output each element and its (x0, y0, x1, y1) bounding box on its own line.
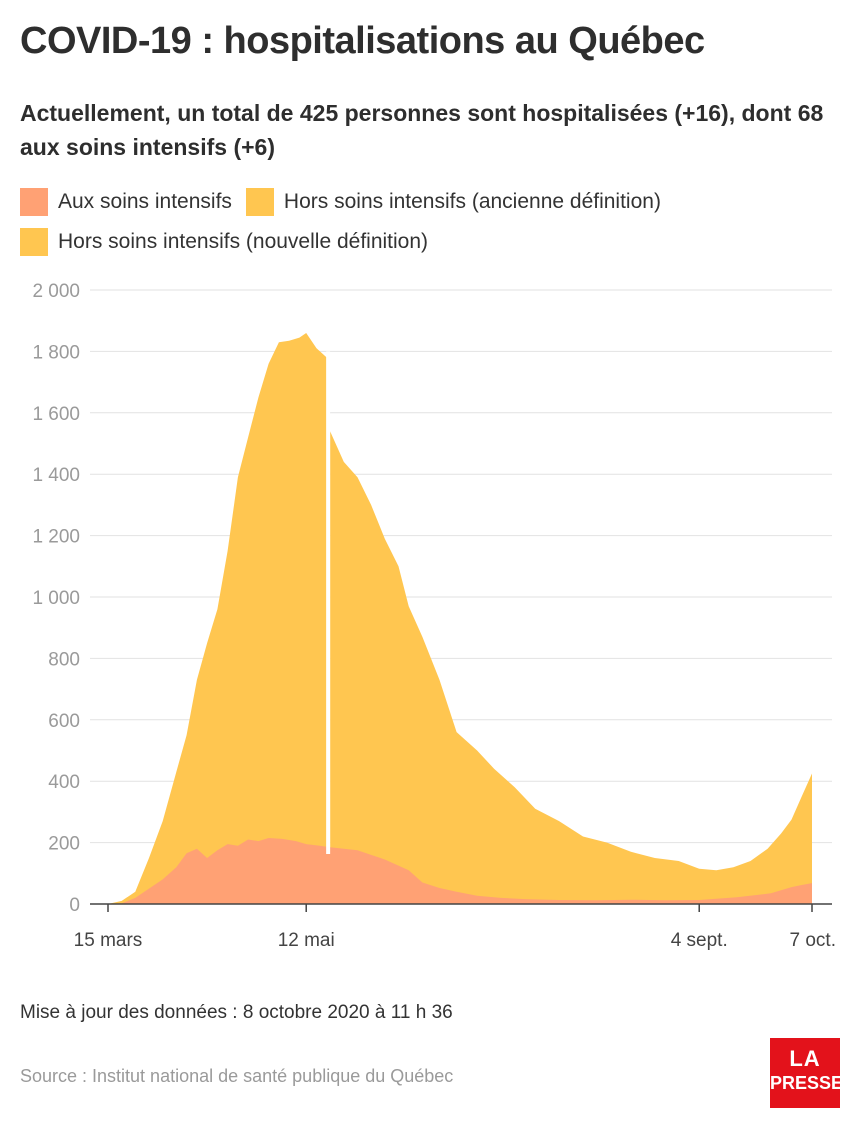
y-tick-label: 800 (48, 649, 80, 670)
legend-row: Hors soins intensifs (nouvelle définitio… (20, 222, 840, 262)
legend-swatch-soins-intensifs (20, 188, 48, 216)
x-axis: 15 mars 12 mai 4 sept. 7 oct. (74, 903, 836, 951)
y-axis-tick-labels: 0 200 400 600 800 1 000 1 200 1 400 1 600 1 800 2 … (32, 281, 80, 916)
y-tick-label: 1 800 (32, 342, 80, 363)
legend-swatch-hors-ancienne (245, 188, 274, 216)
update-note: Mise à jour des données : 8 octobre 2020… (20, 1002, 453, 1023)
y-tick-label: 200 (48, 834, 80, 855)
y-tick-label: 1 400 (32, 465, 80, 486)
hospitalisations-chart: 0 200 400 600 800 1 000 1 200 1 400 1 600 1 800 2 … (32, 281, 836, 951)
y-tick-label: 600 (48, 711, 80, 732)
chart-subtitle: Actuellement, un total de 425 personnes … (20, 100, 824, 160)
y-tick-label: 1 000 (32, 588, 80, 609)
source-note: Source : Institut national de santé publ… (20, 1066, 454, 1086)
y-tick-label: 1 600 (32, 404, 80, 425)
y-tick-label: 0 (69, 895, 80, 916)
x-tick-label: 7 oct. (790, 930, 836, 951)
legend-item-soins-intensifs: Aux soins intensifs (20, 188, 232, 216)
legend-swatch-hors-nouvelle (20, 228, 48, 256)
chart-areas (108, 333, 812, 904)
x-tick-label: 12 mai (278, 930, 335, 951)
legend-row: Aux soins intensifs Hors soins intensifs… (20, 182, 840, 222)
x-tick-label: 15 mars (74, 930, 143, 951)
legend-label-soins-intensifs: Aux soins intensifs (58, 190, 232, 213)
legend-label-hors-nouvelle: Hors soins intensifs (nouvelle définitio… (58, 230, 429, 253)
legend-item-hors-ancienne: Hors soins intensifs (ancienne définitio… (245, 188, 661, 216)
legend-item-hors-nouvelle: Hors soins intensifs (nouvelle définitio… (20, 228, 428, 256)
chart-title: COVID-19 : hospitalisations au Québec (20, 20, 705, 62)
logo-text-presse: PRESSE (770, 1073, 844, 1093)
x-tick-label: 4 sept. (671, 930, 728, 951)
area-soins-intensifs (108, 838, 812, 904)
area-hors-soins-ancienne (108, 333, 327, 904)
definition-change-marker (326, 351, 331, 854)
y-tick-label: 1 200 (32, 527, 80, 548)
legend-label-hors-ancienne: Hors soins intensifs (ancienne définitio… (283, 190, 661, 213)
y-tick-label: 400 (48, 772, 80, 793)
legend: Aux soins intensifs Hors soins intensifs… (20, 182, 840, 262)
la-presse-logo: LA PRESSE (770, 1038, 844, 1108)
y-tick-label: 2 000 (32, 281, 80, 302)
logo-text-la: LA (789, 1046, 821, 1071)
area-hors-soins-nouvelle (330, 431, 812, 904)
